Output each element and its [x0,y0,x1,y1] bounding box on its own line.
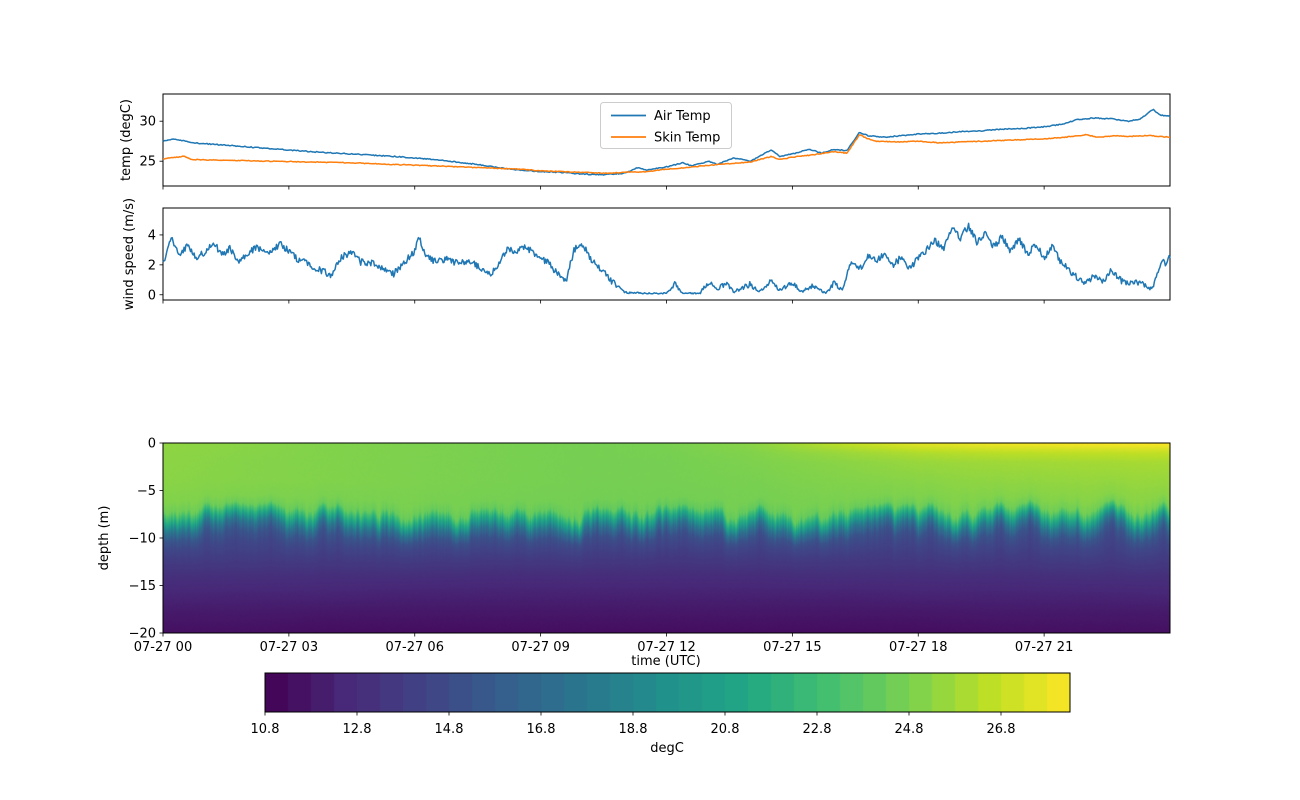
x-tick-label: 07-27 18 [889,640,947,655]
depth-axis-label: depth (m) [97,506,112,571]
heatmap-canvas [163,443,1170,633]
skin-temp-line [162,133,1171,175]
y-tick-label: −15 [129,579,156,594]
y-tick-label: −10 [129,532,156,547]
time-axis-label: time (UTC) [631,654,700,669]
colorbar-tick-label: 14.8 [435,722,464,737]
y-tick-label: 4 [148,228,156,243]
y-tick-label: −20 [129,627,156,642]
colorbar-tick-label: 16.8 [527,722,556,737]
wind-axis-label: wind speed (m/s) [122,198,137,310]
x-tick-label: 07-27 09 [511,640,569,655]
heatmap-panel-frame [162,442,1171,634]
temp-axis-label: temp (degC) [119,99,134,181]
wind-speed-line [162,222,1171,295]
x-tick-label: 07-27 06 [386,640,444,655]
colorbar-tick-label: 26.8 [987,722,1016,737]
legend-label-skin-temp: Skin Temp [654,131,720,146]
legend-label-air-temp: Air Temp [654,109,711,124]
colorbar-label: degC [650,741,684,756]
colorbar-tick-label: 20.8 [711,722,740,737]
x-tick-label: 07-27 12 [637,640,695,655]
x-tick-label: 07-27 03 [260,640,318,655]
y-tick-label: 2 [148,258,156,273]
x-tick-label: 07-27 15 [763,640,821,655]
colorbar-tick-label: 10.8 [251,722,280,737]
wind-panel-frame [162,207,1171,301]
y-tick-label: −5 [137,484,156,499]
colorbar-tick-label: 22.8 [803,722,832,737]
x-tick-label: 07-27 00 [134,640,192,655]
colorbar-tick-label: 12.8 [343,722,372,737]
y-tick-label: 0 [148,437,156,452]
colorbar-canvas [265,673,1070,712]
y-tick-label: 30 [139,115,156,130]
x-tick-label: 07-27 21 [1015,640,1073,655]
air-temp-line [162,108,1171,176]
y-tick-label: 25 [139,155,156,170]
y-tick-label: 0 [148,288,156,303]
colorbar-tick-label: 24.8 [895,722,924,737]
colorbar-tick-label: 18.8 [619,722,648,737]
colorbar-frame [264,672,1071,713]
legend: Air Temp Skin Temp [600,102,732,149]
